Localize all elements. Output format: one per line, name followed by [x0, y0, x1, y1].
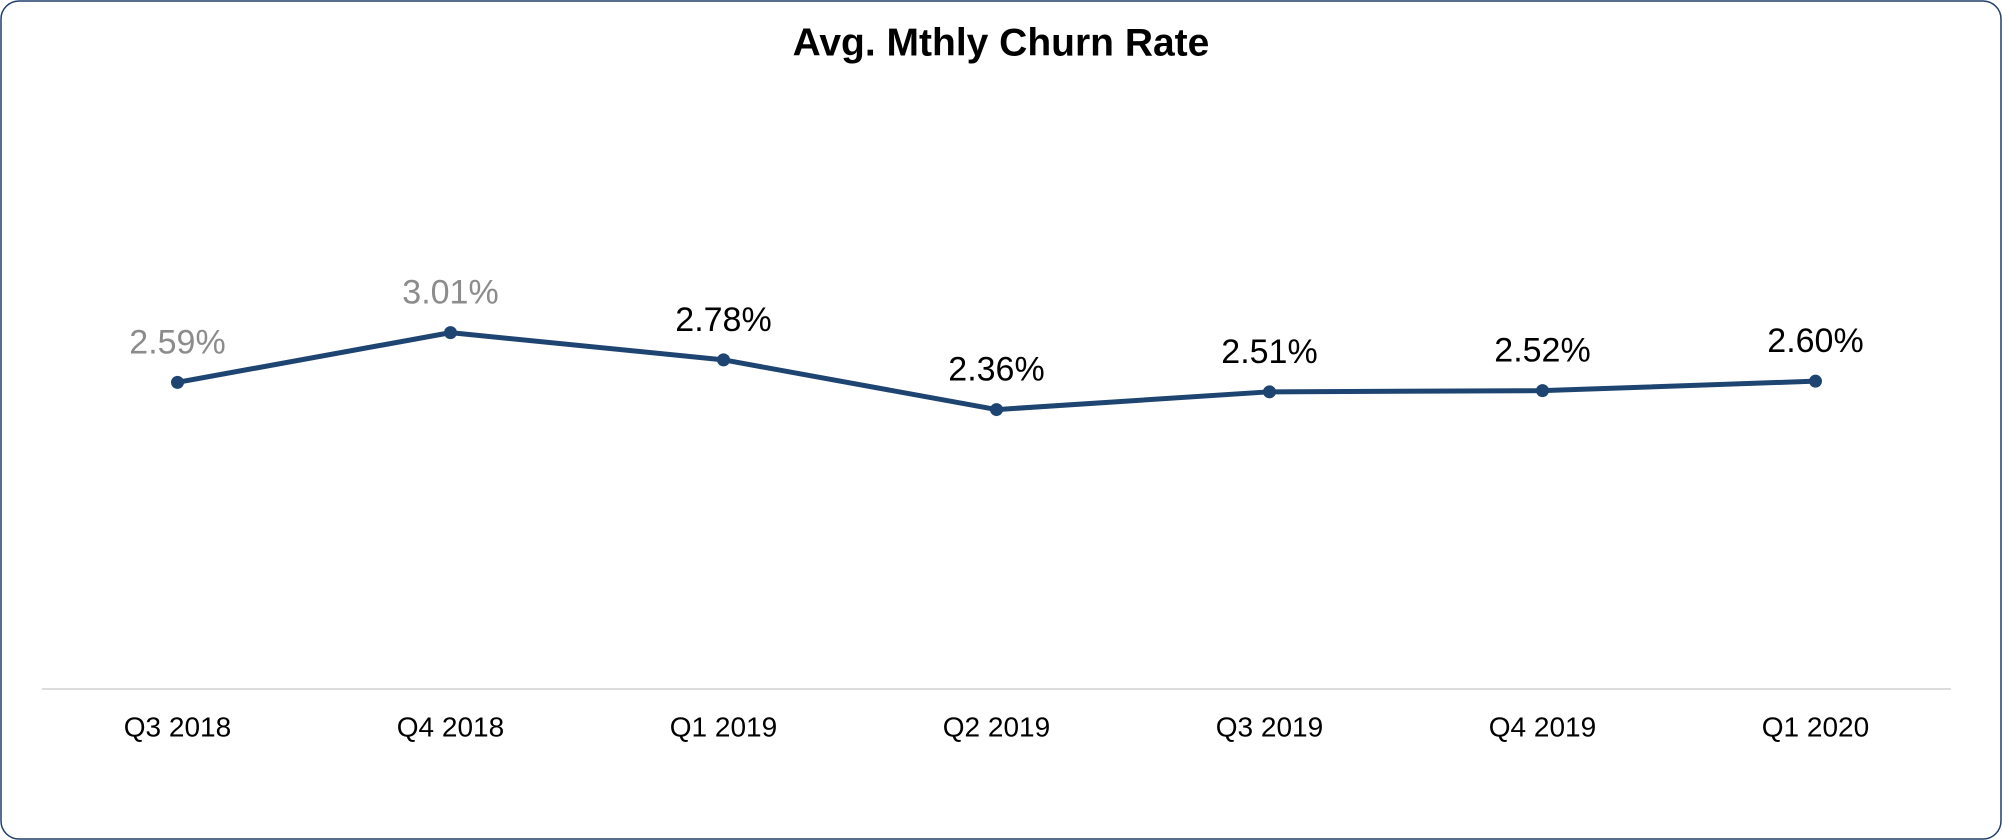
data-label: 2.51%: [1221, 333, 1317, 371]
data-label: 3.01%: [402, 274, 498, 312]
data-point: [1536, 384, 1549, 398]
data-label: 2.52%: [1494, 332, 1590, 370]
data-point: [717, 353, 730, 367]
x-tick-label: Q4 2018: [397, 711, 504, 742]
data-label: 2.36%: [948, 351, 1044, 389]
x-tick-label: Q3 2018: [124, 711, 231, 742]
x-tick-label: Q2 2019: [943, 711, 1050, 742]
data-point: [1263, 385, 1276, 399]
data-point: [990, 403, 1003, 417]
data-point: [1809, 374, 1822, 388]
x-tick-label: Q3 2019: [1216, 711, 1323, 742]
data-label: 2.59%: [129, 323, 225, 361]
x-tick-label: Q4 2019: [1489, 711, 1596, 742]
x-tick-label: Q1 2019: [670, 711, 777, 742]
chart-title: Avg. Mthly Churn Rate: [793, 21, 1210, 64]
data-point: [171, 375, 184, 389]
data-label: 2.60%: [1767, 322, 1863, 360]
data-label: 2.78%: [675, 301, 771, 339]
data-point: [444, 326, 457, 340]
x-tick-label: Q1 2020: [1762, 711, 1869, 742]
